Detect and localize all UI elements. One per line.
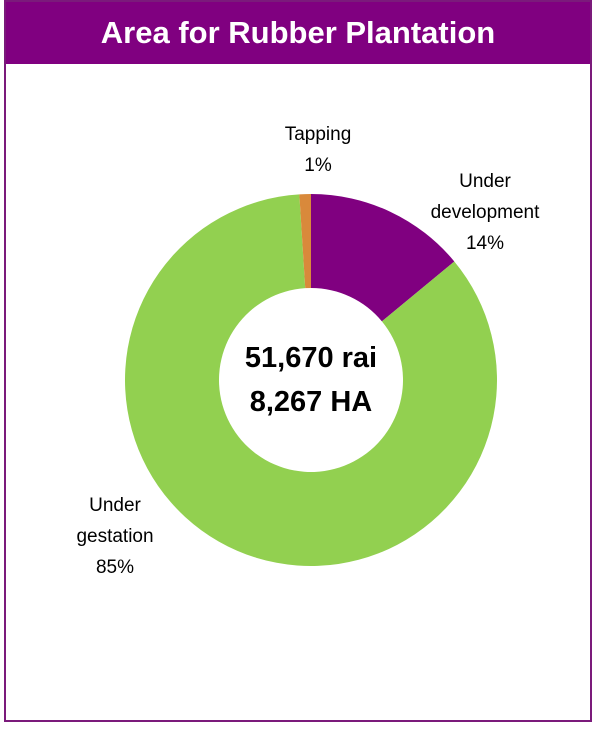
category-label: Tapping bbox=[284, 124, 352, 145]
category-label: Under gestation bbox=[76, 495, 154, 547]
chart-title: Area for Rubber Plantation bbox=[6, 2, 590, 64]
donut-slice bbox=[124, 194, 497, 566]
value-label: 1% bbox=[304, 155, 332, 176]
donut-slice bbox=[311, 194, 455, 322]
center-line: 8,267 HA bbox=[249, 386, 373, 418]
slice-label: Under development 14% bbox=[410, 166, 560, 259]
center-line: 51,670 rai bbox=[244, 342, 378, 374]
value-label: 14% bbox=[465, 233, 505, 254]
donut-slice bbox=[299, 194, 311, 289]
value-label: 85% bbox=[95, 557, 135, 578]
center-text: 51,670 rai 8,267 HA bbox=[221, 336, 401, 424]
panel: Area for Rubber Plantation bbox=[4, 0, 592, 722]
category-label: Under development bbox=[430, 171, 540, 223]
slice-label: Tapping 1% bbox=[258, 119, 378, 181]
slice-label: Under gestation 85% bbox=[60, 490, 170, 583]
